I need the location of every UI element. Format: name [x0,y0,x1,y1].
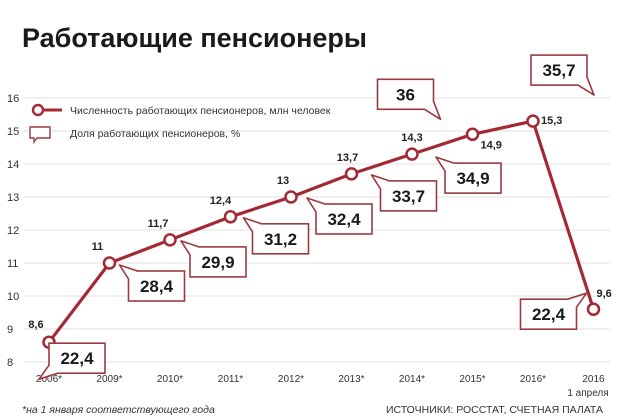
count-point [284,190,298,204]
count-series [42,114,601,349]
x-tick-label: 2015* [459,374,485,385]
share-callout-box [48,342,106,375]
count-point [526,114,540,128]
legend-count-swatch-marker [31,103,45,117]
count-data-label: 12,4 [210,195,232,207]
share-callout-box [519,298,578,331]
x-tick-label: 2010* [157,374,183,385]
y-axis-ticks: 8 9 10 11 12 13 14 15 16 [7,93,19,369]
y-tick-label: 11 [7,258,18,270]
count-point [163,233,177,247]
share-callout-tail [118,264,138,280]
count-point [405,147,419,161]
count-point [586,302,601,316]
count-point [102,256,117,270]
share-data-label: 32,4 [327,210,361,229]
share-data-label: 35,7 [542,61,575,80]
count-data-label: 8,6 [28,319,43,331]
y-tick-label: 14 [7,159,19,171]
share-callouts: 22,4 28,4 29,9 31,2 32,4 33,7 34,9 36 35,7 22,4 [38,54,595,380]
count-data-label: 15,3 [541,115,562,127]
sources-note: ИСТОЧНИКИ: РОССТАТ, СЧЕТНАЯ ПАЛАТА [386,404,603,416]
y-tick-label: 12 [7,225,19,237]
share-callout-tail [424,101,442,121]
share-data-label: 29,9 [201,253,234,272]
count-point [344,167,359,181]
share-data-label: 33,7 [392,187,425,206]
footnote: *на 1 января соответствующего года [22,404,215,416]
share-callout-tail [242,217,262,233]
x-tick-label: 2011* [218,374,244,385]
chart-title: Работающие пенсионеры [22,23,367,53]
count-data-label: 9,6 [597,288,612,300]
count-point [465,127,480,142]
share-callout-box [251,223,310,255]
y-tick-label: 9 [7,324,13,336]
x-tick-label: 2013* [338,374,364,385]
share-callout-tail [577,76,595,96]
share-callout-box [379,180,438,212]
count-data-label: 14,9 [481,139,502,151]
share-callout-box [189,246,247,278]
count-series-line [47,119,596,344]
x-tick-label: 2014* [399,374,425,385]
count-data-label: 14,3 [401,132,422,144]
count-data-label: 13,7 [337,152,358,164]
share-callout-tail [38,364,59,380]
x-axis-ticks: 2006* 2009* 2010* 2011* 2012* 2013* 2014* 2015*… [36,374,605,385]
share-callout-box [315,203,373,235]
count-data-label: 11,7 [148,218,169,230]
y-tick-label: 16 [7,93,19,105]
legend-share-label: Доля работающих пенсионеров, % [70,128,240,140]
legend-count-label: Численность работающих пенсионеров, млн … [70,105,331,117]
x-tick-label: 2006* [36,374,62,385]
share-data-label: 22,4 [60,349,94,368]
count-data-labels: 8,6 11 11,7 12,4 13 13,7 14,3 14,9 15,3 9,6 [28,115,611,331]
share-data-label: 36 [396,85,415,104]
share-data-label: 22,4 [532,305,566,324]
x-tick-label: 2016 [582,374,605,385]
x-tick-label: 2009* [96,374,122,385]
share-callout-box [530,54,588,86]
share-callout-box [444,162,502,194]
legend-share-swatch-callout [29,126,51,145]
share-callout-box [376,78,435,111]
y-tick-label: 15 [7,126,19,138]
share-callout-tail [567,292,588,308]
y-tick-label: 13 [7,192,19,204]
legend: Численность работающих пенсионеров, млн … [29,103,331,145]
share-callout-box [127,270,186,302]
share-data-label: 31,2 [264,230,297,249]
share-callout-tail [180,240,200,256]
count-data-label: 11 [92,241,104,253]
share-callout-tail [435,156,455,172]
x-tick-label: 2016* [520,374,546,385]
share-data-label: 28,4 [140,277,174,296]
x-tick-label: 2012* [278,374,304,385]
count-point [223,210,238,224]
share-callout-tail [370,174,390,190]
count-data-label: 13 [277,175,289,187]
y-tick-label: 8 [7,357,13,369]
y-tick-label: 10 [7,291,19,303]
share-data-label: 34,9 [456,169,489,188]
share-callout-tail [306,197,326,213]
x-sublabel: 1 апреля [567,388,608,399]
